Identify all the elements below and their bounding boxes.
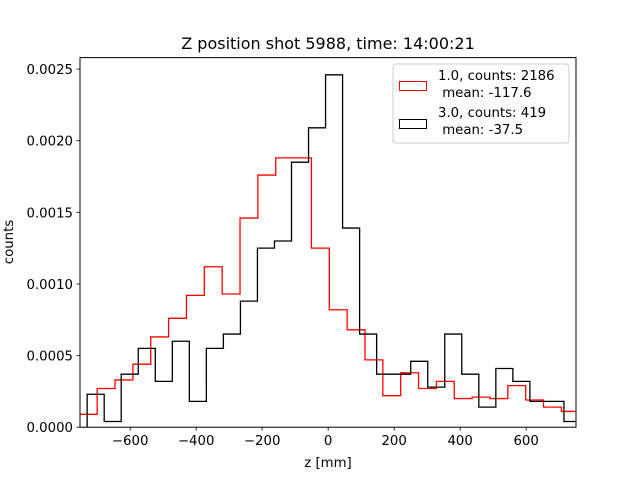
x-axis: −600 −400 −200 0 200 400 600 <box>112 427 539 449</box>
x-axis-label: z [mm] <box>304 456 352 471</box>
y-axis: 0.0000 0.0005 0.0010 0.0015 0.0020 0.0025 <box>26 63 80 436</box>
x-tick-label: 200 <box>381 434 406 449</box>
y-tick-label: 0.0010 <box>26 278 73 293</box>
legend-series-2-line1: 3.0, counts: 419 <box>438 106 546 121</box>
x-tick-label: −600 <box>112 434 149 449</box>
legend: 1.0, counts: 2186 mean: -117.6 3.0, coun… <box>392 63 570 144</box>
legend-swatch-black <box>399 119 427 129</box>
chart-title: Z position shot 5988, time: 14:00:21 <box>181 34 475 53</box>
x-tick-label: −200 <box>244 434 281 449</box>
legend-series-1-line1: 1.0, counts: 2186 <box>438 69 555 84</box>
y-axis-label: counts <box>2 220 17 265</box>
series-layer <box>80 74 576 428</box>
y-tick-label: 0.0015 <box>26 206 73 221</box>
x-tick-label: 400 <box>447 434 472 449</box>
series-1-outline <box>80 157 576 415</box>
y-tick-label: 0.0000 <box>26 421 73 436</box>
legend-box <box>392 63 570 144</box>
legend-series-2-line2: mean: -37.5 <box>438 123 523 138</box>
legend-series-1-line2: mean: -117.6 <box>438 86 532 101</box>
x-tick-label: 600 <box>513 434 538 449</box>
y-tick-label: 0.0025 <box>26 63 73 78</box>
y-tick-label: 0.0020 <box>26 135 73 150</box>
x-tick-label: −400 <box>178 434 215 449</box>
x-tick-label: 0 <box>324 434 332 449</box>
legend-swatch-red <box>399 81 427 91</box>
series-2-outline <box>86 74 576 428</box>
y-tick-label: 0.0005 <box>26 350 73 365</box>
